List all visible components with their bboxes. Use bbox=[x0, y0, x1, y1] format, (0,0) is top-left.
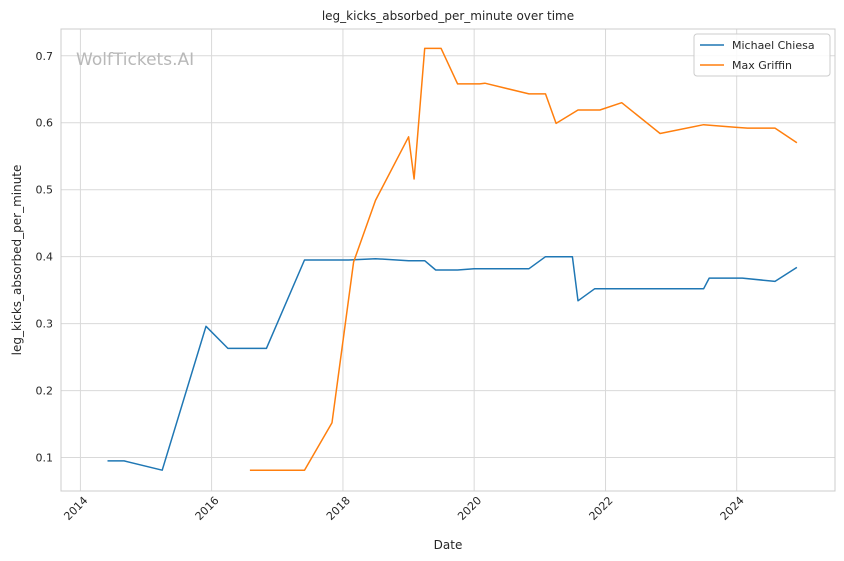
series-line-michael-chiesa bbox=[107, 255, 798, 471]
x-axis-label: Date bbox=[434, 538, 463, 552]
x-tick-label: 2018 bbox=[324, 494, 353, 523]
x-tick-label: 2016 bbox=[193, 494, 222, 523]
watermark: WolfTickets.AI bbox=[76, 50, 194, 70]
y-tick-label: 0.1 bbox=[36, 452, 54, 465]
x-tick-label: 2024 bbox=[718, 494, 747, 523]
plot-background bbox=[61, 29, 835, 491]
y-axis-ticks: 0.1 0.2 0.3 0.4 0.5 0.6 0.7 bbox=[36, 50, 54, 465]
x-tick-label: 2014 bbox=[61, 494, 90, 523]
legend-box bbox=[693, 33, 831, 77]
x-tick-label: 2020 bbox=[455, 494, 484, 523]
y-axis-label: leg_kicks_absorbed_per_minute bbox=[10, 165, 24, 356]
y-tick-label: 0.2 bbox=[36, 385, 54, 398]
plot-frame bbox=[60, 28, 836, 492]
chart-title: leg_kicks_absorbed_per_minute over time bbox=[322, 9, 574, 23]
x-axis-ticks: 2014 2016 2018 2020 2022 2024 bbox=[61, 494, 746, 523]
y-tick-label: 0.6 bbox=[36, 117, 54, 130]
y-tick-label: 0.3 bbox=[36, 318, 54, 331]
y-tick-label: 0.5 bbox=[36, 184, 54, 197]
y-tick-label: 0.4 bbox=[36, 251, 54, 264]
series-lines bbox=[107, 47, 798, 471]
legend-label-michael-chiesa: Michael Chiesa bbox=[732, 39, 815, 52]
y-tick-label: 0.7 bbox=[36, 50, 54, 63]
legend: Michael Chiesa Max Griffin bbox=[693, 33, 831, 77]
x-tick-label: 2022 bbox=[587, 494, 616, 523]
legend-label-max-griffin: Max Griffin bbox=[732, 59, 792, 72]
series-line-max-griffin bbox=[249, 47, 798, 471]
